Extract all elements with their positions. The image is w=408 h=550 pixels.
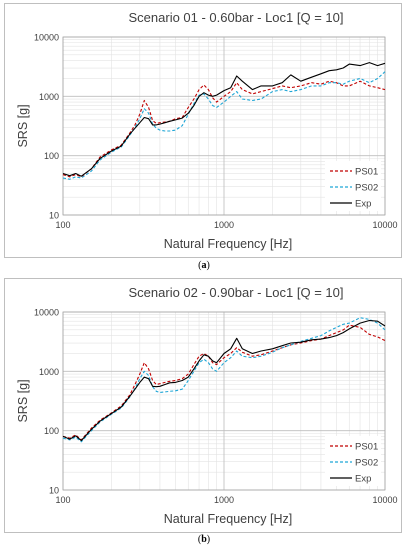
srs-chart-a: Scenario 01 - 0.60bar - Loc1 [Q = 10]101… <box>16 10 398 251</box>
legend-label-exp: Exp <box>355 474 371 485</box>
x-tick-label: 1000 <box>214 220 234 230</box>
caption-b-label: b <box>201 534 207 545</box>
x-tick-label: 10000 <box>372 495 397 505</box>
plot-area-border <box>62 36 386 216</box>
x-tick-label: 100 <box>55 495 70 505</box>
series-group <box>62 317 386 443</box>
x-axis-label: Natural Frequency [Hz] <box>164 512 293 526</box>
legend-label-exp: Exp <box>355 199 371 210</box>
srs-chart-b: Scenario 02 - 0.90bar - Loc1 [Q = 10]101… <box>16 285 398 526</box>
chart-panel-b: Scenario 02 - 0.90bar - Loc1 [Q = 10] 10 1… <box>4 278 402 533</box>
y-tick-label: 1000 <box>39 92 59 102</box>
caption-a-label: a <box>201 260 207 271</box>
caption-a: (a) <box>198 260 210 271</box>
series-line-exp <box>62 62 386 177</box>
y-tick-label: 10 <box>49 211 59 221</box>
y-tick-label: 10000 <box>34 308 59 318</box>
caption-b: (b) <box>197 534 211 545</box>
y-tick-label: 10000 <box>34 33 59 43</box>
x-tick-label: 100 <box>55 220 70 230</box>
chart-title: Scenario 01 - 0.60bar - Loc1 [Q = 10] <box>129 10 344 25</box>
chart-panel-a: Scenario 01 - 0.60bar - Loc1 [Q = 10] 10 1… <box>4 3 402 258</box>
chart-title: Scenario 02 - 0.90bar - Loc1 [Q = 10] <box>129 285 344 300</box>
legend: PS01 PS02 Exp <box>325 436 381 486</box>
x-tick-label: 10000 <box>372 220 397 230</box>
x-axis-label: Natural Frequency [Hz] <box>164 237 293 251</box>
y-axis-label: SRS [g] <box>16 104 30 147</box>
legend-label-ps01: PS01 <box>355 442 378 453</box>
plot-area-border <box>62 311 386 491</box>
y-tick-label: 100 <box>44 426 59 436</box>
y-tick-label: 10 <box>49 486 59 496</box>
series-group <box>62 62 386 180</box>
legend-label-ps02: PS02 <box>355 458 378 469</box>
legend-label-ps02: PS02 <box>355 183 378 194</box>
y-axis-label: SRS [g] <box>16 379 30 422</box>
y-tick-label: 100 <box>44 151 59 161</box>
series-line-ps02 <box>62 71 386 180</box>
series-line-ps01 <box>62 80 386 178</box>
legend-label-ps01: PS01 <box>355 167 378 178</box>
series-line-exp <box>62 319 386 442</box>
legend: PS01 PS02 Exp <box>325 161 381 211</box>
x-tick-label: 1000 <box>214 495 234 505</box>
y-tick-label: 1000 <box>39 367 59 377</box>
